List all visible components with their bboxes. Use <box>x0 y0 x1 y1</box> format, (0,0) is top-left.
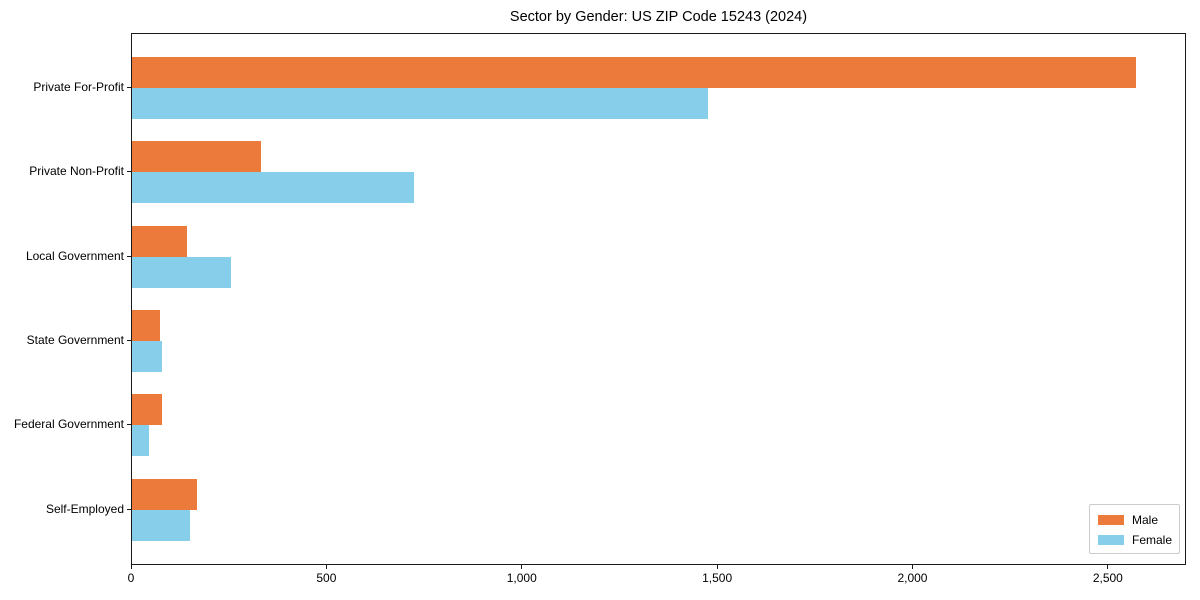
x-tick-label-2500: 2,500 <box>1092 571 1123 585</box>
chart-title: Sector by Gender: US ZIP Code 15243 (202… <box>509 9 808 25</box>
x-tick-label-0: 0 <box>127 571 135 585</box>
bar-male-self-employed <box>132 478 197 510</box>
bar-male-federal-government <box>132 394 162 426</box>
legend-item-female: Female <box>1098 533 1176 547</box>
bar-female-private-for-profit <box>132 88 708 119</box>
bar-male-state-government <box>132 309 160 341</box>
x-tick-label-500: 500 <box>316 571 337 585</box>
bar-female-state-government <box>132 340 162 372</box>
x-tick-label-2000: 2,000 <box>897 571 928 585</box>
bar-male-private-non-profit <box>132 141 261 173</box>
y-tick-state-government <box>127 339 131 341</box>
bar-female-federal-government <box>132 425 149 457</box>
y-tick-label-private-non-profit: Private Non-Profit <box>29 164 124 179</box>
legend-item-male: Male <box>1098 513 1176 527</box>
x-tick-1500 <box>716 565 718 569</box>
y-tick-self-employed <box>127 508 131 510</box>
y-tick-private-for-profit <box>127 87 131 88</box>
legend-label-male: Male <box>1132 513 1159 527</box>
x-tick-2500 <box>1107 565 1109 569</box>
y-tick-private-non-profit <box>127 171 131 173</box>
y-tick-label-self-employed: Self-Employed <box>45 501 124 516</box>
y-tick-label-private-for-profit: Private For-Profit <box>33 80 124 94</box>
bar-male-private-for-profit <box>132 57 1136 88</box>
x-tick-500 <box>325 565 327 569</box>
plot-area <box>131 33 1186 565</box>
legend: Male Female <box>1089 504 1180 554</box>
x-tick-label-1000: 1,000 <box>506 571 537 585</box>
x-tick-label-1500: 1,500 <box>702 571 733 585</box>
x-tick-1000 <box>521 565 523 569</box>
male-series-swatch <box>1098 515 1124 525</box>
bar-female-private-non-profit <box>132 172 414 204</box>
x-tick-2000 <box>911 565 913 569</box>
y-tick-label-local-government: Local Government <box>25 248 124 263</box>
legend-label-female: Female <box>1132 533 1173 547</box>
y-tick-federal-government <box>127 424 131 426</box>
bar-female-local-government <box>132 256 231 288</box>
y-tick-label-federal-government: Federal Government <box>13 417 124 432</box>
bar-male-local-government <box>132 225 187 257</box>
female-series-swatch <box>1098 535 1124 545</box>
bar-female-self-employed <box>132 509 190 541</box>
y-tick-label-state-government: State Government <box>26 332 124 347</box>
y-tick-local-government <box>127 255 131 257</box>
x-tick-0 <box>130 565 132 569</box>
